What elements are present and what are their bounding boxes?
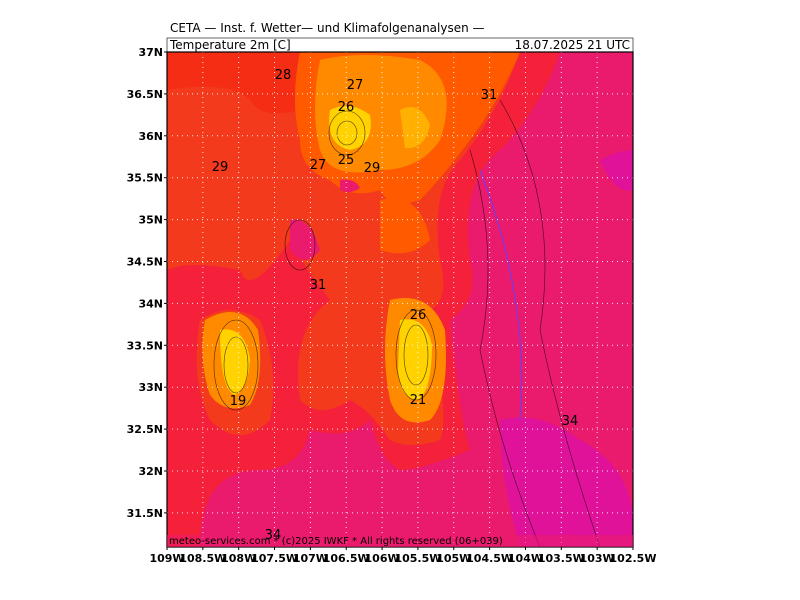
lat-label: 37N	[138, 46, 163, 59]
contour-label: 26	[410, 308, 427, 323]
valid-time: 18.07.2025 21 UTC	[515, 38, 630, 52]
contour-label: 26	[338, 100, 355, 115]
lat-label: 34.5N	[127, 256, 163, 269]
map-field	[167, 52, 633, 547]
lon-label: 108W	[221, 552, 256, 565]
lon-label: 107.5W	[251, 552, 298, 565]
lat-label: 35.5N	[127, 172, 163, 185]
lon-label: 103W	[580, 552, 615, 565]
lat-label: 35N	[138, 214, 163, 227]
contour-label: 29	[212, 160, 229, 175]
lon-label: 107W	[293, 552, 328, 565]
lat-label: 36.5N	[127, 88, 163, 101]
contour-label: 25	[338, 153, 355, 168]
contour-label: 19	[230, 394, 247, 409]
lat-label: 32N	[138, 465, 163, 478]
footer-box	[167, 535, 633, 547]
lon-label: 104W	[508, 552, 543, 565]
lat-label: 33.5N	[127, 339, 163, 352]
title: CETA — Inst. f. Wetter— und Klimafolgena…	[170, 21, 485, 35]
contour-label: 31	[310, 278, 327, 293]
lon-label: 106W	[365, 552, 400, 565]
lon-label: 106.5W	[323, 552, 370, 565]
lat-label: 32.5N	[127, 423, 163, 436]
lat-label: 36N	[138, 130, 163, 143]
contour-label: 21	[410, 393, 427, 408]
lat-label: 34N	[138, 297, 163, 310]
lon-label: 109W	[149, 552, 184, 565]
lon-label: 108.5W	[179, 552, 226, 565]
contour-label: 34	[562, 414, 579, 429]
lon-label: 104.5W	[466, 552, 513, 565]
lat-label: 31.5N	[127, 507, 163, 520]
lat-label: 33N	[138, 381, 163, 394]
contour-label: 34	[265, 528, 282, 543]
lon-label: 102.5W	[610, 552, 657, 565]
lon-label: 105W	[436, 552, 471, 565]
contour-label: 28	[275, 68, 292, 83]
lon-label: 103.5W	[538, 552, 585, 565]
lon-label: 105.5W	[394, 552, 441, 565]
contour-label: 31	[481, 88, 498, 103]
contour-label: 27	[347, 78, 364, 93]
contour-label: 27	[310, 158, 327, 173]
contour-label: 29	[364, 161, 381, 176]
footer: meteo-services.com * (c)2025 IWKF * All …	[169, 536, 503, 547]
field-label: Temperature 2m [C]	[169, 38, 291, 52]
